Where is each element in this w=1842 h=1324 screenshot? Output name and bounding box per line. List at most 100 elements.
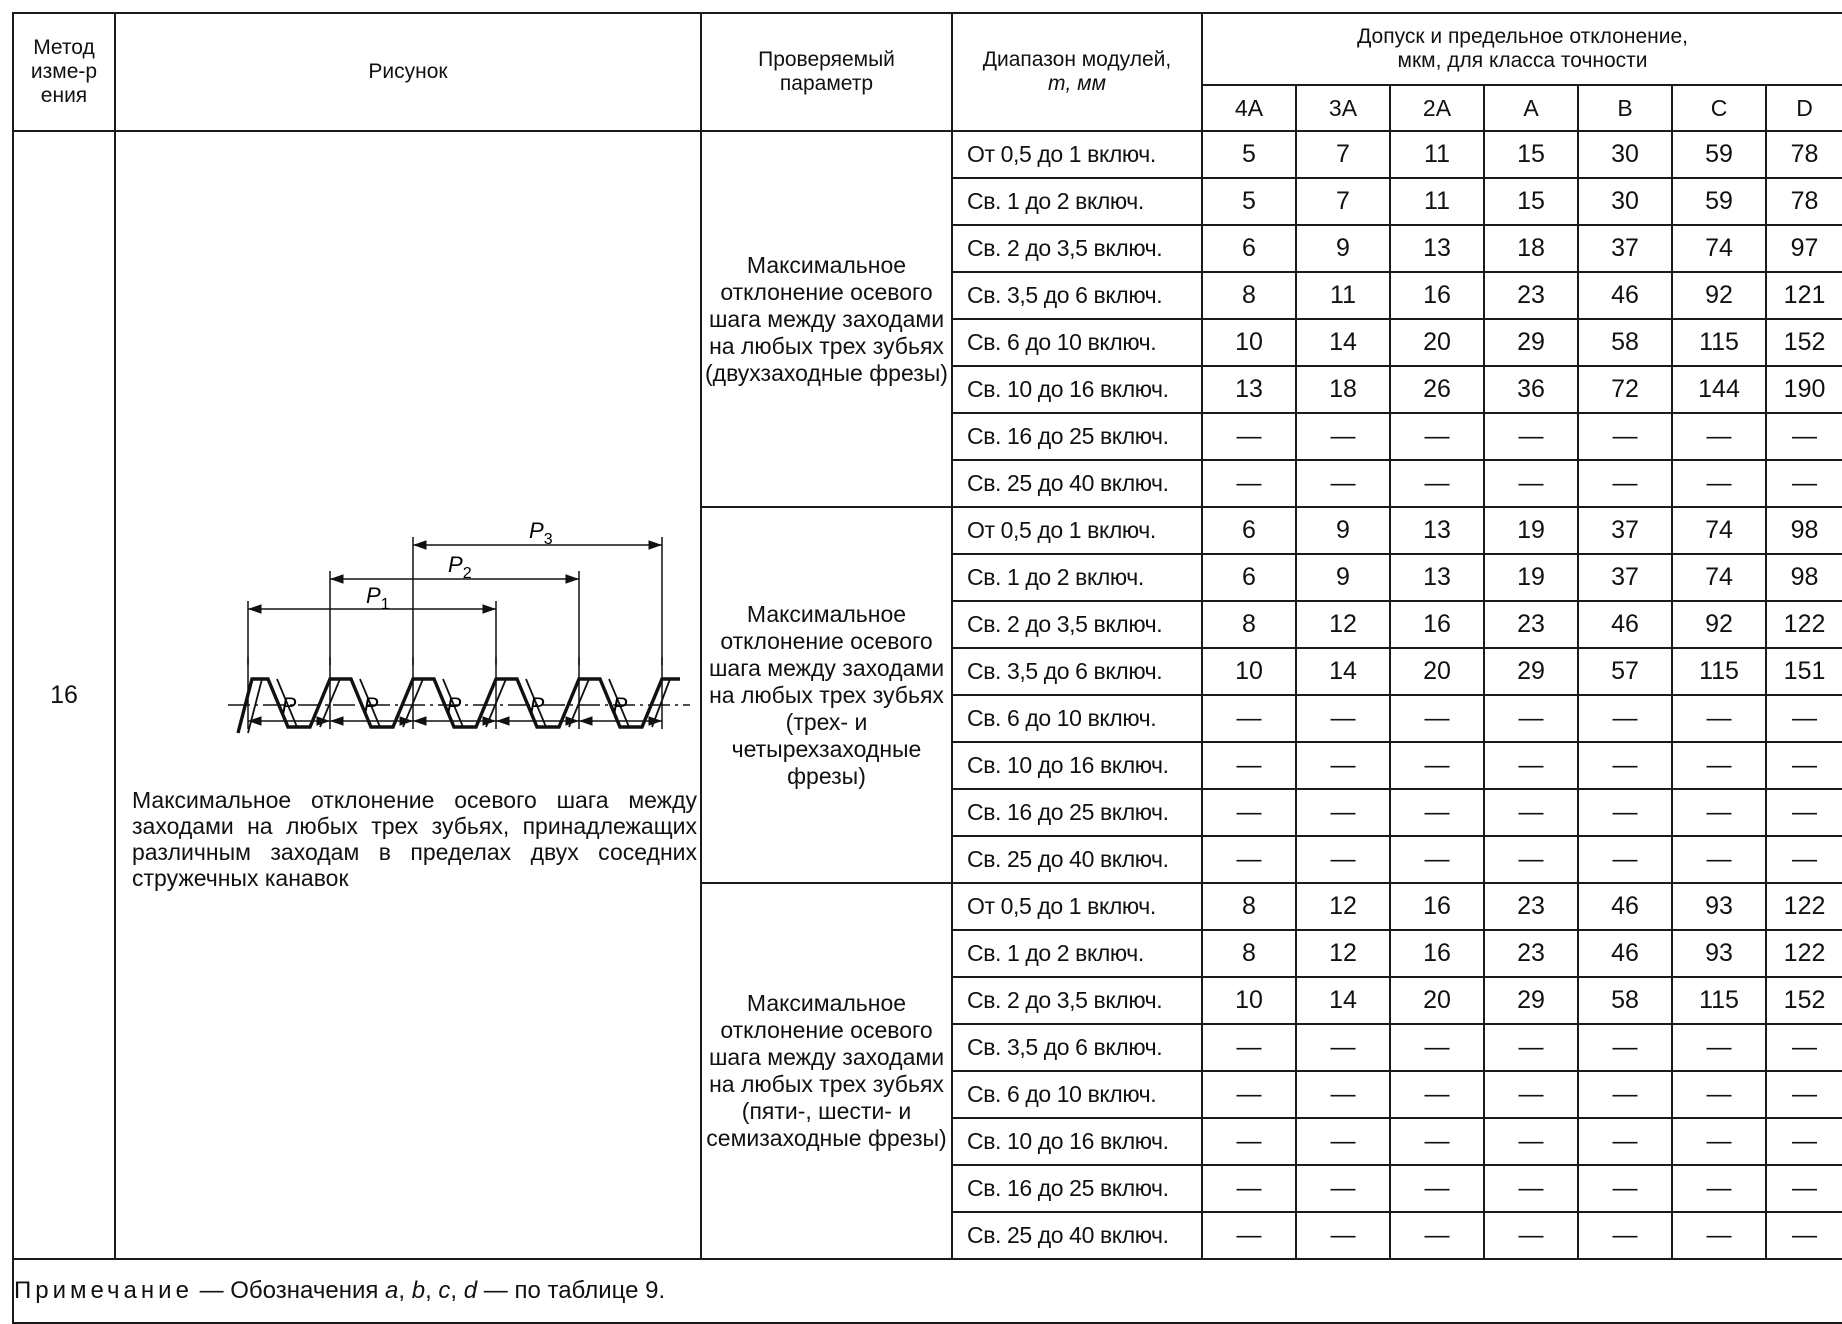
header-tolerance-line1: Допуск и предельное отклонение,: [1357, 25, 1688, 48]
module-range-cell: Св. 16 до 25 включ.: [951, 412, 1203, 461]
header-figure: Рисунок: [114, 12, 702, 132]
table-row: Св. 16 до 25 включ. — — — — — — —: [13, 412, 1842, 461]
tolerance-value: 74: [1671, 506, 1767, 555]
method-number: 16: [12, 130, 116, 1260]
note-text-suffix: — по таблице 9.: [477, 1277, 666, 1304]
tolerance-value: —: [1671, 1070, 1767, 1119]
tolerance-value: 30: [1577, 130, 1673, 179]
tolerance-value: 37: [1577, 224, 1673, 273]
tolerance-value: —: [1295, 1164, 1391, 1213]
tolerance-value: 29: [1483, 647, 1579, 696]
tolerance-value: —: [1671, 835, 1767, 884]
tolerance-value: —: [1295, 1070, 1391, 1119]
module-range-cell: Св. 10 до 16 включ.: [951, 365, 1203, 414]
tolerance-value: 14: [1295, 318, 1391, 367]
tolerance-value: —: [1389, 1117, 1485, 1166]
tolerance-value: 58: [1577, 318, 1673, 367]
tolerance-value: —: [1764, 1070, 1842, 1119]
tolerance-value: 46: [1577, 929, 1673, 978]
tolerance-value: 10: [1201, 318, 1297, 367]
tolerance-value: —: [1483, 1164, 1579, 1213]
tolerance-value: 14: [1295, 976, 1391, 1025]
note-variable: b: [411, 1277, 426, 1304]
tolerance-value: 23: [1483, 929, 1579, 978]
tolerance-value: 46: [1577, 600, 1673, 649]
tolerance-value: —: [1577, 1023, 1673, 1072]
tolerance-value: 115: [1671, 647, 1767, 696]
tolerance-value: —: [1295, 788, 1391, 837]
tolerance-value: 190: [1764, 365, 1842, 414]
tolerance-value: 13: [1389, 553, 1485, 602]
tolerance-value: —: [1201, 1211, 1297, 1260]
tolerance-value: 74: [1671, 553, 1767, 602]
table-row: Св. 2 до 3,5 включ. 10 14 20 29 58 115 152: [13, 976, 1842, 1025]
tolerance-value: 46: [1577, 271, 1673, 320]
tolerance-value: —: [1671, 694, 1767, 743]
module-range-cell: Св. 2 до 3,5 включ.: [951, 976, 1203, 1025]
tolerance-value: —: [1201, 694, 1297, 743]
tolerance-value: 115: [1671, 318, 1767, 367]
tolerance-value: —: [1671, 741, 1767, 790]
tolerance-value: —: [1483, 1211, 1579, 1260]
tolerance-value: 16: [1389, 271, 1485, 320]
tolerance-value: 16: [1389, 929, 1485, 978]
pitch-p-label-5: P: [613, 693, 628, 718]
table-row: Св. 25 до 40 включ. — — — — — — —: [13, 459, 1842, 508]
tolerance-value: —: [1577, 835, 1673, 884]
tolerance-value: —: [1389, 459, 1485, 508]
header-parameter: Проверяемый параметр: [700, 12, 953, 132]
tolerance-value: —: [1764, 1117, 1842, 1166]
tolerance-value: —: [1671, 788, 1767, 837]
tolerance-value: —: [1671, 1023, 1767, 1072]
table-row: Св. 3,5 до 6 включ. 10 14 20 29 57 115 151: [13, 647, 1842, 696]
tolerance-value: —: [1577, 694, 1673, 743]
tolerance-value: —: [1201, 1023, 1297, 1072]
table-row: Св. 16 до 25 включ. — — — — — — —: [13, 788, 1842, 837]
tolerance-value: 16: [1389, 882, 1485, 931]
note-separator: ,: [425, 1277, 439, 1304]
module-range-cell: Св. 6 до 10 включ.: [951, 1070, 1203, 1119]
tolerance-value: —: [1483, 412, 1579, 461]
tolerance-value: —: [1201, 412, 1297, 461]
header-class: C: [1671, 84, 1767, 132]
module-range-cell: Св. 2 до 3,5 включ.: [951, 600, 1203, 649]
p1-label: P1: [366, 583, 390, 613]
tolerance-value: 20: [1389, 318, 1485, 367]
note-label: Примечание: [14, 1277, 193, 1304]
tolerance-value: —: [1764, 694, 1842, 743]
tolerance-value: —: [1201, 1070, 1297, 1119]
table-row: Св. 16 до 25 включ. — — — — — — —: [13, 1164, 1842, 1213]
tolerance-value: —: [1483, 1070, 1579, 1119]
p3-label: P3: [529, 518, 553, 548]
tolerance-value: —: [1295, 694, 1391, 743]
tolerance-value: 122: [1764, 882, 1842, 931]
tolerance-value: 20: [1389, 647, 1485, 696]
tolerance-value: 19: [1483, 506, 1579, 555]
figure-cell: P P P P P P1 P2 P3 Максимальное отклонен…: [114, 130, 702, 1260]
tolerance-value: 16: [1389, 600, 1485, 649]
header-module-range-line2: m, мм: [1048, 72, 1106, 95]
tolerance-value: 10: [1201, 647, 1297, 696]
tolerance-value: 29: [1483, 318, 1579, 367]
tolerance-value: —: [1577, 1211, 1673, 1260]
tolerance-value: 13: [1201, 365, 1297, 414]
tolerance-value: —: [1295, 1023, 1391, 1072]
tolerance-value: —: [1577, 412, 1673, 461]
module-range-cell: Св. 1 до 2 включ.: [951, 929, 1203, 978]
header-tolerance: Допуск и предельное отклонение, мкм, для…: [1200, 12, 1842, 86]
tolerance-value: 6: [1201, 224, 1297, 273]
tolerance-value: —: [1389, 835, 1485, 884]
tolerance-value: 93: [1671, 882, 1767, 931]
tolerance-value: 9: [1295, 506, 1391, 555]
table-row: Св. 10 до 16 включ. — — — — — — —: [13, 741, 1842, 790]
tolerance-value: —: [1483, 835, 1579, 884]
tolerance-value: 152: [1764, 976, 1842, 1025]
table-row: Максимальное отклонение осевого шага меж…: [13, 882, 1842, 1260]
tolerance-value: 12: [1295, 882, 1391, 931]
tolerance-value: 115: [1671, 976, 1767, 1025]
tolerance-value: 11: [1295, 271, 1391, 320]
table-row: Св. 6 до 10 включ. 10 14 20 29 58 115 152: [13, 318, 1842, 367]
tolerance-value: —: [1483, 459, 1579, 508]
module-range-cell: Св. 6 до 10 включ.: [951, 694, 1203, 743]
tolerance-value: —: [1764, 741, 1842, 790]
